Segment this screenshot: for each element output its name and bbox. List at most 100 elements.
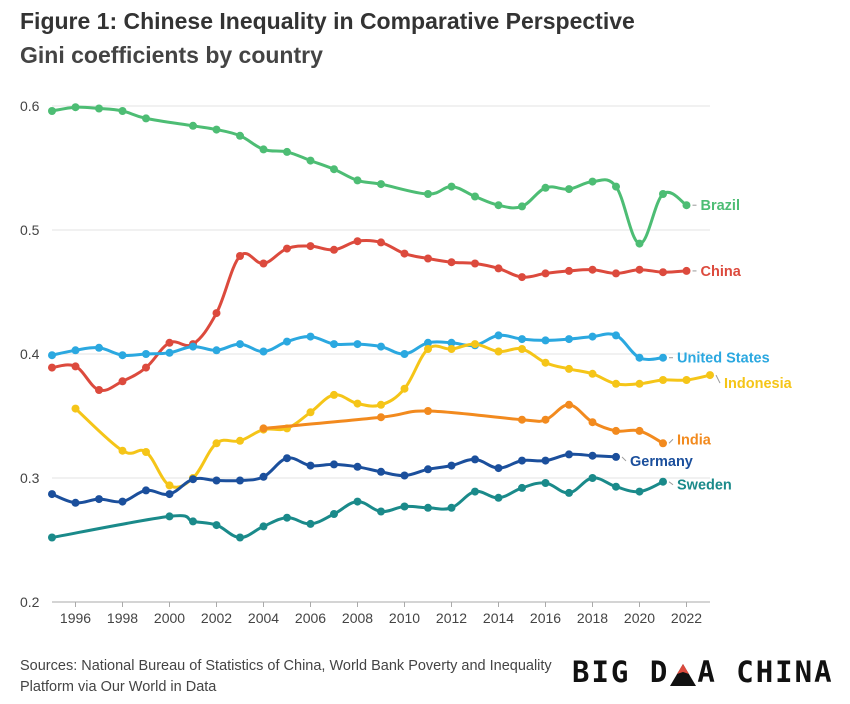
label-connector-india bbox=[668, 438, 674, 444]
data-point-brazil bbox=[659, 190, 667, 198]
series-labels: Brazil China United States Indonesia India Ge… bbox=[621, 198, 793, 494]
series-label-indonesia: Indonesia bbox=[724, 376, 793, 392]
brand-text-right: A CHINA bbox=[697, 655, 834, 689]
data-point-china bbox=[494, 264, 503, 273]
data-point-china bbox=[447, 258, 456, 267]
data-point-united-states bbox=[142, 350, 150, 358]
data-point-sweden bbox=[588, 474, 597, 482]
data-point-brazil bbox=[283, 147, 291, 156]
data-point-germany bbox=[612, 452, 620, 461]
data-point-china bbox=[424, 254, 432, 263]
data-point-india bbox=[377, 413, 385, 422]
data-point-brazil bbox=[588, 177, 597, 186]
series-label-sweden: Sweden bbox=[677, 478, 732, 494]
data-point-sweden bbox=[494, 493, 503, 502]
data-point-united-states bbox=[165, 348, 174, 357]
series-line-brazil bbox=[50, 105, 688, 246]
data-point-indonesia bbox=[588, 369, 597, 378]
data-point-brazil bbox=[494, 201, 503, 210]
data-point-united-states bbox=[424, 338, 432, 347]
data-point-sweden bbox=[353, 497, 362, 506]
data-point-brazil bbox=[353, 176, 362, 185]
series-line-sweden bbox=[50, 476, 665, 540]
data-point-india bbox=[659, 439, 667, 448]
data-point-germany bbox=[447, 461, 456, 470]
x-tick-label: 2020 bbox=[624, 610, 655, 626]
data-point-united-states bbox=[330, 340, 338, 349]
data-point-united-states bbox=[48, 351, 56, 360]
data-point-china bbox=[682, 266, 691, 275]
data-point-sweden bbox=[518, 483, 526, 492]
data-point-brazil bbox=[330, 165, 338, 174]
data-point-brazil bbox=[259, 145, 268, 154]
data-point-indonesia bbox=[400, 384, 409, 393]
data-point-brazil bbox=[189, 121, 197, 130]
data-point-germany bbox=[118, 497, 127, 506]
data-point-china bbox=[95, 386, 103, 394]
data-point-china bbox=[400, 249, 409, 258]
data-point-indonesia bbox=[236, 436, 244, 445]
label-connector-indonesia bbox=[715, 374, 721, 384]
data-point-germany bbox=[283, 454, 291, 463]
data-point-brazil bbox=[612, 182, 620, 191]
data-point-germany bbox=[259, 472, 268, 481]
y-tick-label: 0.3 bbox=[20, 470, 40, 486]
data-point-sweden bbox=[48, 533, 56, 542]
data-point-china bbox=[377, 238, 385, 247]
data-point-sweden bbox=[471, 487, 479, 496]
data-point-brazil bbox=[471, 192, 479, 201]
data-point-india bbox=[565, 400, 573, 409]
data-point-sweden bbox=[447, 503, 456, 512]
data-point-brazil bbox=[635, 239, 644, 248]
data-point-indonesia bbox=[306, 408, 315, 417]
data-point-germany bbox=[306, 461, 315, 470]
data-point-china bbox=[659, 268, 667, 277]
data-point-germany bbox=[377, 467, 385, 476]
data-point-sweden bbox=[377, 507, 385, 516]
data-point-germany bbox=[212, 476, 221, 485]
data-point-india bbox=[588, 418, 597, 427]
label-connector-germany bbox=[621, 456, 627, 462]
data-point-germany bbox=[189, 475, 197, 484]
data-point-sweden bbox=[259, 522, 268, 531]
y-tick-label: 0.4 bbox=[20, 346, 40, 362]
data-point-germany bbox=[48, 490, 56, 499]
data-point-china bbox=[518, 273, 526, 282]
data-point-united-states bbox=[236, 340, 244, 349]
x-tick-label: 2022 bbox=[671, 610, 702, 626]
line-chart: 0.2 0.3 0.4 0.5 0.6 1996 1998 2000 2002 2004 2006 2… bbox=[20, 98, 793, 626]
data-point-brazil bbox=[212, 125, 221, 134]
data-point-india bbox=[635, 426, 644, 435]
y-tick-label: 0.5 bbox=[20, 222, 40, 238]
data-point-sweden bbox=[306, 519, 315, 528]
y-tick-label: 0.2 bbox=[20, 594, 40, 610]
data-point-united-states bbox=[118, 351, 127, 360]
data-point-china bbox=[541, 269, 550, 278]
data-point-united-states bbox=[283, 337, 291, 346]
series-label-brazil: Brazil bbox=[701, 198, 741, 214]
data-point-indonesia bbox=[142, 448, 150, 456]
data-point-sweden bbox=[541, 479, 550, 487]
series-label-india: India bbox=[677, 432, 712, 448]
data-point-sweden bbox=[283, 513, 291, 522]
data-point-sweden bbox=[565, 488, 573, 497]
data-point-indonesia bbox=[353, 399, 362, 408]
data-point-indonesia bbox=[377, 400, 385, 409]
chart-subtitle: Gini coefficients by country bbox=[20, 42, 323, 68]
data-point-united-states bbox=[659, 353, 667, 362]
x-tick-label: 2010 bbox=[389, 610, 420, 626]
data-point-germany bbox=[165, 490, 174, 499]
data-point-germany bbox=[400, 471, 409, 480]
data-point-brazil bbox=[95, 104, 103, 113]
data-point-brazil bbox=[682, 201, 691, 210]
data-point-germany bbox=[471, 455, 479, 464]
data-point-indonesia bbox=[212, 439, 221, 448]
data-point-united-states bbox=[212, 346, 221, 355]
data-point-united-states bbox=[565, 335, 573, 344]
data-point-brazil bbox=[518, 202, 526, 211]
data-point-sweden bbox=[189, 517, 197, 526]
data-point-germany bbox=[565, 450, 573, 459]
data-point-germany bbox=[142, 486, 150, 495]
data-point-united-states bbox=[635, 353, 644, 362]
data-point-china bbox=[330, 245, 338, 254]
